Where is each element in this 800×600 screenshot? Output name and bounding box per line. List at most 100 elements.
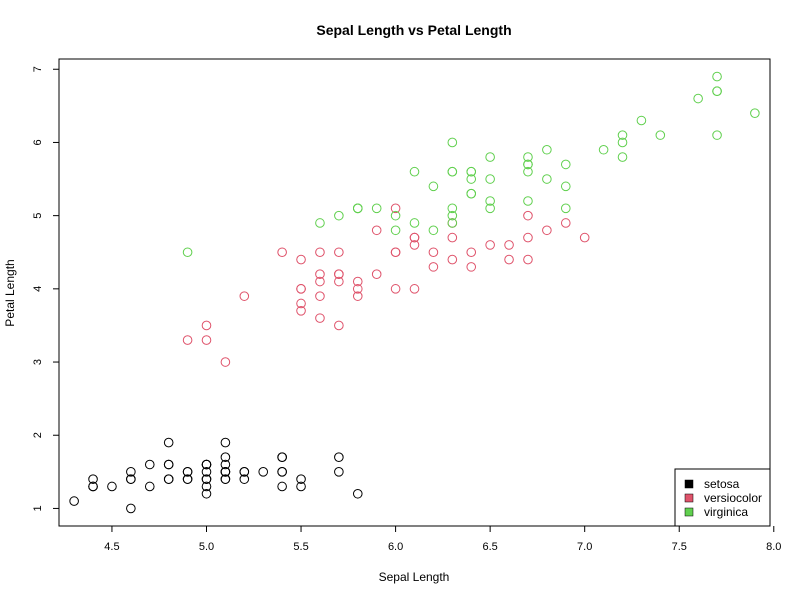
data-point	[390, 210, 401, 221]
data-point	[712, 130, 722, 140]
data-point	[334, 276, 344, 287]
data-point	[598, 144, 609, 155]
y-tick-label: 4	[32, 286, 44, 292]
data-point	[296, 284, 306, 294]
data-point	[523, 166, 533, 177]
data-point	[315, 269, 325, 280]
data-point	[390, 284, 401, 294]
data-point	[182, 335, 193, 345]
data-point	[390, 225, 401, 236]
data-point	[144, 481, 155, 492]
data-point	[296, 481, 306, 492]
data-point	[523, 254, 533, 265]
data-point	[409, 218, 420, 228]
data-point	[352, 203, 363, 214]
data-point	[542, 225, 552, 236]
data-point	[409, 232, 420, 243]
data-point	[220, 467, 231, 477]
data-point	[182, 474, 193, 484]
data-point	[579, 232, 590, 243]
data-point	[163, 437, 174, 448]
data-point	[277, 467, 287, 477]
x-axis: 4.5 5.0 5.5 6.0 6.5 7.0 7.5 8.0	[104, 526, 781, 553]
x-tick-label: 5.0	[199, 541, 214, 553]
data-point	[69, 496, 79, 506]
data-point	[542, 144, 552, 155]
data-point	[466, 174, 477, 184]
data-point	[712, 71, 722, 82]
data-point	[88, 481, 98, 492]
data-point	[523, 196, 533, 206]
data-point	[220, 474, 231, 484]
data-point	[636, 115, 647, 126]
data-point	[617, 130, 628, 140]
data-point	[220, 437, 231, 448]
data-point	[201, 481, 212, 492]
data-point	[315, 276, 325, 287]
data-point	[315, 247, 325, 258]
data-point	[239, 474, 250, 484]
data-point	[182, 247, 193, 258]
data-point	[201, 320, 212, 331]
data-point	[296, 306, 306, 316]
data-point	[163, 459, 174, 470]
data-point	[409, 240, 420, 250]
data-point	[617, 137, 628, 148]
data-point	[523, 159, 533, 170]
data-point	[485, 240, 495, 250]
data-point	[560, 203, 571, 214]
x-tick-label: 7.5	[672, 541, 687, 553]
legend-label: setosa	[704, 477, 740, 491]
x-axis-label: Sepal Length	[379, 570, 450, 584]
y-axis: 1 2 3 4 5 6 7	[32, 66, 59, 511]
data-point	[485, 152, 495, 162]
x-tick-label: 5.5	[293, 541, 308, 553]
legend-swatch	[684, 507, 694, 517]
legend-swatch	[684, 493, 694, 503]
x-tick-label: 6.0	[388, 541, 403, 553]
data-point	[352, 291, 363, 301]
chart-title: Sepal Length vs Petal Length	[316, 22, 511, 38]
data-point	[107, 481, 117, 492]
data-point	[560, 218, 571, 228]
data-point	[466, 188, 477, 199]
data-point	[352, 276, 363, 287]
data-point	[315, 313, 325, 323]
data-point	[371, 225, 382, 236]
data-point	[334, 320, 344, 331]
data-point	[201, 459, 212, 470]
data-point	[428, 181, 439, 192]
plot-frame	[58, 58, 771, 527]
data-points	[69, 71, 760, 514]
data-point	[466, 262, 477, 272]
data-point	[447, 166, 458, 177]
data-point	[334, 467, 344, 477]
data-point	[201, 335, 212, 345]
data-point	[428, 262, 439, 272]
data-point	[296, 474, 306, 484]
data-point	[504, 240, 514, 250]
data-point	[201, 488, 212, 499]
data-point	[334, 210, 344, 221]
data-point	[334, 452, 344, 462]
data-point	[485, 174, 495, 184]
series-versiocolor	[182, 203, 590, 367]
data-point	[277, 452, 287, 462]
data-point	[258, 467, 269, 477]
data-point	[182, 467, 193, 477]
y-tick-label: 7	[32, 66, 44, 72]
data-point	[201, 467, 212, 477]
data-point	[712, 86, 722, 97]
data-point	[750, 108, 760, 118]
x-tick-label: 4.5	[104, 541, 119, 553]
data-point	[352, 284, 363, 294]
y-tick-label: 3	[32, 359, 44, 365]
legend-swatch	[684, 479, 694, 489]
data-point	[126, 503, 136, 514]
data-point	[504, 254, 514, 265]
data-point	[277, 247, 287, 258]
data-point	[409, 166, 420, 177]
data-point	[466, 166, 477, 177]
data-point	[239, 291, 250, 301]
